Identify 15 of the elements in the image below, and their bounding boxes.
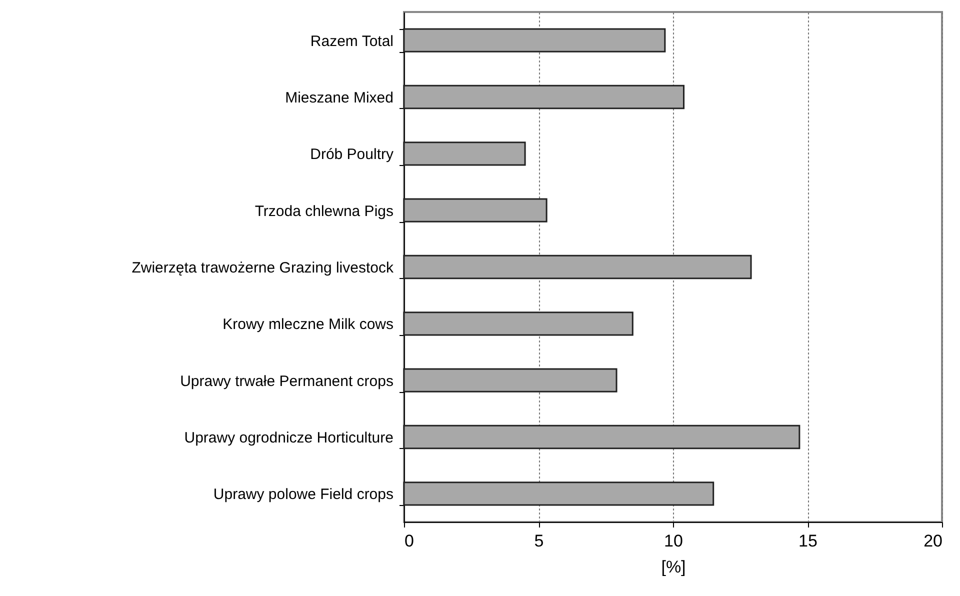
x-tick-label: 15	[798, 532, 818, 550]
x-axis-title: [%]	[661, 558, 686, 576]
y-tick-label: Drób Poultry	[310, 146, 394, 164]
y-tick-label: Zwierzęta trawożerne Grazing livestock	[132, 260, 394, 276]
y-tick-label: Razem Total	[310, 32, 394, 50]
y-tick-label: Trzoda chlewna Pigs	[254, 202, 394, 220]
y-tick-label: Krowy mleczne Milk cows	[222, 316, 394, 334]
y-tick-label: Uprawy trwałe Permanent crops	[180, 372, 394, 390]
x-tick-label: 0	[404, 532, 414, 550]
x-tick-label: 20	[924, 532, 942, 550]
y-tick-label: Uprawy polowe Field crops	[213, 486, 394, 504]
x-tick-label: 10	[664, 532, 683, 550]
y-tick-label: Uprawy ogrodnicze Horticulture	[184, 430, 394, 446]
y-tick-label: Mieszane Mixed	[285, 90, 394, 106]
x-tick-label: 5	[534, 532, 544, 550]
